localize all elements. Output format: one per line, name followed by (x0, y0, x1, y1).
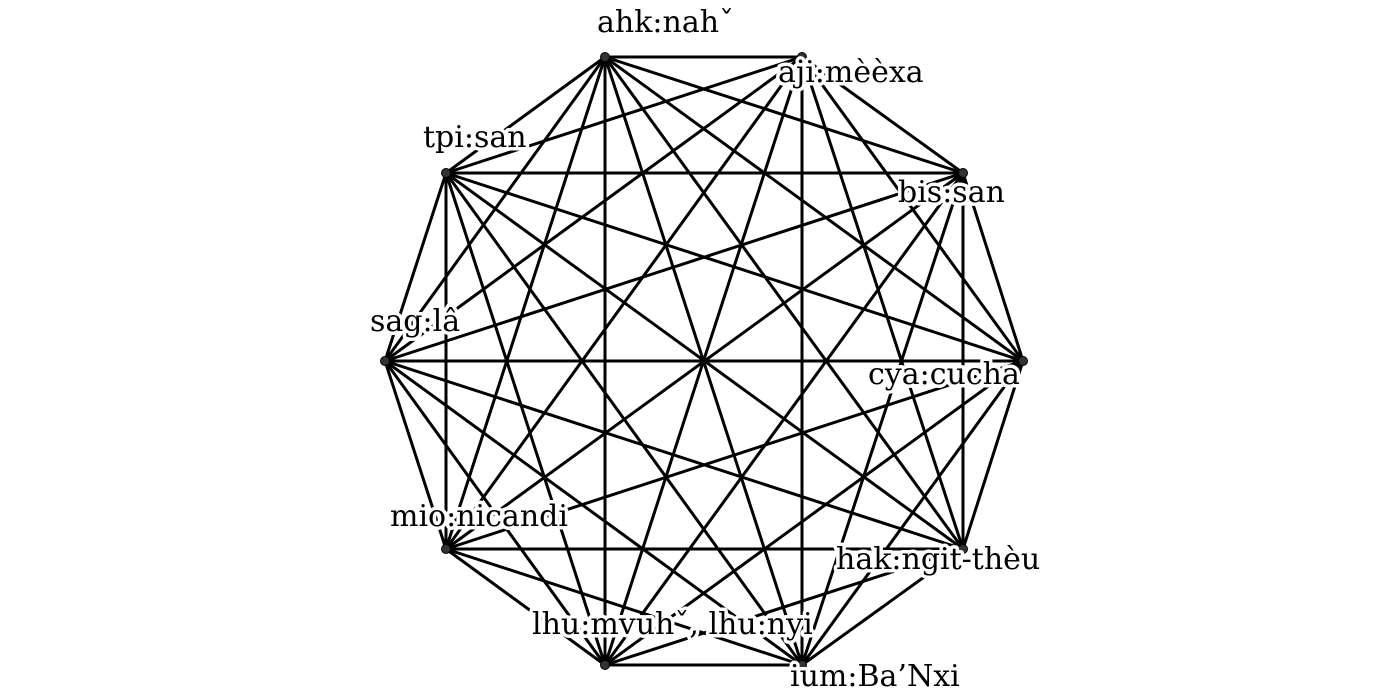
edge-n6-n9 (444, 171, 607, 667)
edge-n3-n9 (444, 171, 1025, 363)
edge-n4-n5 (800, 547, 965, 667)
node-n6 (600, 660, 610, 670)
edge-n5-n7 (444, 547, 804, 667)
node-n9 (441, 168, 451, 178)
node-layer (380, 52, 1028, 670)
edge-n3-n4 (961, 359, 1025, 551)
node-label-mio: mio:nicandi (390, 499, 568, 534)
node-label-ium: ium:Ba’Nxi (790, 659, 960, 694)
label-layer: ahk:nahˇ aji:mèèxa bis:san cya:cucha hak… (367, 2, 1044, 698)
node-n2 (958, 168, 968, 178)
edge-n2-n3 (961, 171, 1025, 363)
node-n4 (958, 544, 968, 554)
node-label-bis: bis:san (898, 175, 1005, 210)
edge-n8-n9 (383, 171, 448, 363)
node-n7 (441, 544, 451, 554)
node-n0 (600, 52, 610, 62)
node-label-tpi: tpi:san (423, 120, 527, 155)
edge-n4-n9 (444, 171, 965, 551)
node-label-hak: hak:ngit-thèu (836, 542, 1040, 577)
edge-n1-n4 (800, 55, 965, 551)
edge-n7-n8 (383, 359, 448, 551)
node-label-sag: sag:lâ (370, 304, 460, 339)
edge-n0-n7 (444, 55, 607, 551)
node-label-ahk: ahk:nahˇ (597, 5, 734, 40)
node-label-lhu: lhu:mvuhˇ, lhu:nyi (532, 607, 813, 642)
node-label-aji: aji:mèèxa (778, 55, 924, 90)
edge-n0-n9 (444, 55, 607, 175)
edge-n6-n7 (444, 547, 607, 667)
node-n5 (797, 660, 807, 670)
node-label-cya: cya:cucha (868, 357, 1020, 392)
edge-n2-n8 (383, 171, 965, 363)
edge-n2-n5 (800, 171, 965, 667)
edge-n6-n8 (383, 359, 607, 667)
edge-n4-n8 (383, 359, 965, 551)
edge-n1-n2 (800, 55, 965, 175)
edge-n4-n6 (603, 547, 965, 667)
edge-n3-n6 (603, 359, 1025, 667)
edge-n3-n7 (444, 359, 1025, 551)
node-n1 (797, 52, 807, 62)
edge-n5-n9 (444, 171, 804, 667)
edge-n1-n9 (444, 55, 804, 175)
edge-layer (383, 55, 1025, 667)
edge-n0-n3 (603, 55, 1025, 363)
edge-n5-n8 (383, 359, 804, 667)
node-n8 (380, 356, 390, 366)
node-n3 (1018, 356, 1028, 366)
edge-n1-n8 (383, 55, 804, 363)
